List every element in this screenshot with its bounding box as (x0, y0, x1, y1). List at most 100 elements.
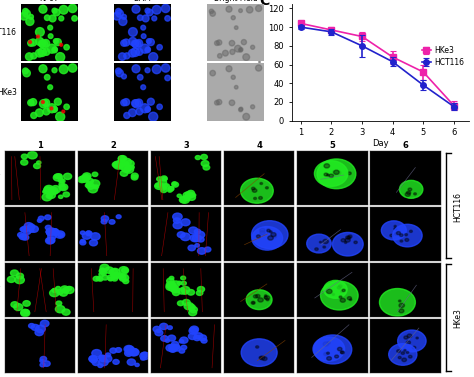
Circle shape (99, 356, 106, 361)
Circle shape (64, 173, 72, 179)
Circle shape (112, 162, 119, 167)
Circle shape (252, 187, 255, 190)
Circle shape (181, 276, 186, 280)
Circle shape (173, 287, 180, 293)
Circle shape (62, 309, 70, 315)
Circle shape (113, 360, 119, 364)
Circle shape (149, 112, 158, 121)
Circle shape (203, 165, 210, 170)
Circle shape (407, 334, 412, 338)
Circle shape (141, 357, 146, 360)
Circle shape (260, 182, 263, 184)
Circle shape (19, 234, 27, 240)
Circle shape (146, 107, 150, 112)
Circle shape (239, 9, 242, 12)
Circle shape (142, 15, 149, 22)
Circle shape (118, 273, 124, 278)
Circle shape (155, 184, 160, 187)
Circle shape (91, 359, 96, 363)
Circle shape (81, 231, 85, 234)
Circle shape (260, 228, 265, 232)
Circle shape (406, 351, 409, 353)
Circle shape (122, 166, 131, 172)
Circle shape (82, 233, 91, 239)
Circle shape (65, 287, 74, 294)
Circle shape (28, 100, 34, 106)
Circle shape (337, 347, 342, 351)
Circle shape (86, 231, 92, 236)
Circle shape (336, 171, 341, 175)
Circle shape (30, 226, 38, 232)
Circle shape (141, 25, 146, 30)
Circle shape (195, 231, 205, 238)
Circle shape (46, 238, 54, 244)
Circle shape (123, 99, 130, 106)
Circle shape (44, 187, 52, 193)
Circle shape (46, 194, 52, 198)
Circle shape (180, 196, 190, 203)
Circle shape (113, 272, 120, 277)
Circle shape (47, 237, 55, 244)
Circle shape (168, 188, 172, 192)
Circle shape (239, 48, 243, 51)
Circle shape (90, 180, 100, 187)
Circle shape (54, 39, 58, 44)
Circle shape (169, 187, 173, 190)
Circle shape (36, 49, 43, 57)
Circle shape (264, 295, 267, 297)
Circle shape (42, 40, 50, 47)
Circle shape (133, 100, 141, 108)
Circle shape (235, 45, 241, 52)
Circle shape (187, 290, 194, 295)
Circle shape (348, 235, 352, 238)
Circle shape (128, 28, 137, 36)
Circle shape (98, 364, 103, 368)
Title: 6: 6 (403, 141, 409, 150)
Circle shape (338, 285, 342, 288)
Circle shape (31, 53, 37, 59)
Circle shape (34, 163, 40, 169)
Circle shape (191, 193, 196, 197)
Circle shape (157, 104, 162, 110)
Circle shape (136, 108, 143, 115)
Circle shape (58, 233, 64, 237)
Circle shape (121, 14, 127, 19)
Circle shape (155, 330, 163, 336)
Circle shape (177, 301, 184, 306)
Circle shape (243, 54, 250, 61)
Circle shape (167, 326, 173, 329)
Text: HKe3: HKe3 (453, 308, 462, 328)
Circle shape (166, 284, 175, 290)
Circle shape (35, 329, 44, 336)
Circle shape (169, 344, 178, 351)
Circle shape (346, 236, 350, 239)
Circle shape (183, 192, 191, 199)
Circle shape (21, 309, 29, 316)
Circle shape (400, 180, 423, 198)
Circle shape (56, 301, 62, 305)
Circle shape (108, 277, 113, 281)
Circle shape (146, 9, 153, 16)
Circle shape (48, 233, 56, 239)
Circle shape (21, 154, 27, 159)
Circle shape (196, 291, 203, 296)
Circle shape (26, 53, 33, 60)
Circle shape (54, 174, 60, 179)
Circle shape (38, 216, 44, 221)
Circle shape (28, 224, 35, 230)
Circle shape (273, 235, 276, 238)
Circle shape (52, 228, 58, 233)
Circle shape (93, 276, 100, 281)
Circle shape (152, 16, 157, 21)
Circle shape (23, 8, 28, 14)
Circle shape (36, 28, 44, 36)
Circle shape (389, 344, 417, 365)
Circle shape (181, 287, 190, 293)
Circle shape (135, 363, 139, 366)
Circle shape (140, 352, 150, 360)
Circle shape (313, 337, 345, 361)
Circle shape (215, 41, 219, 46)
Circle shape (255, 65, 262, 71)
Circle shape (60, 185, 66, 190)
Circle shape (53, 107, 57, 112)
